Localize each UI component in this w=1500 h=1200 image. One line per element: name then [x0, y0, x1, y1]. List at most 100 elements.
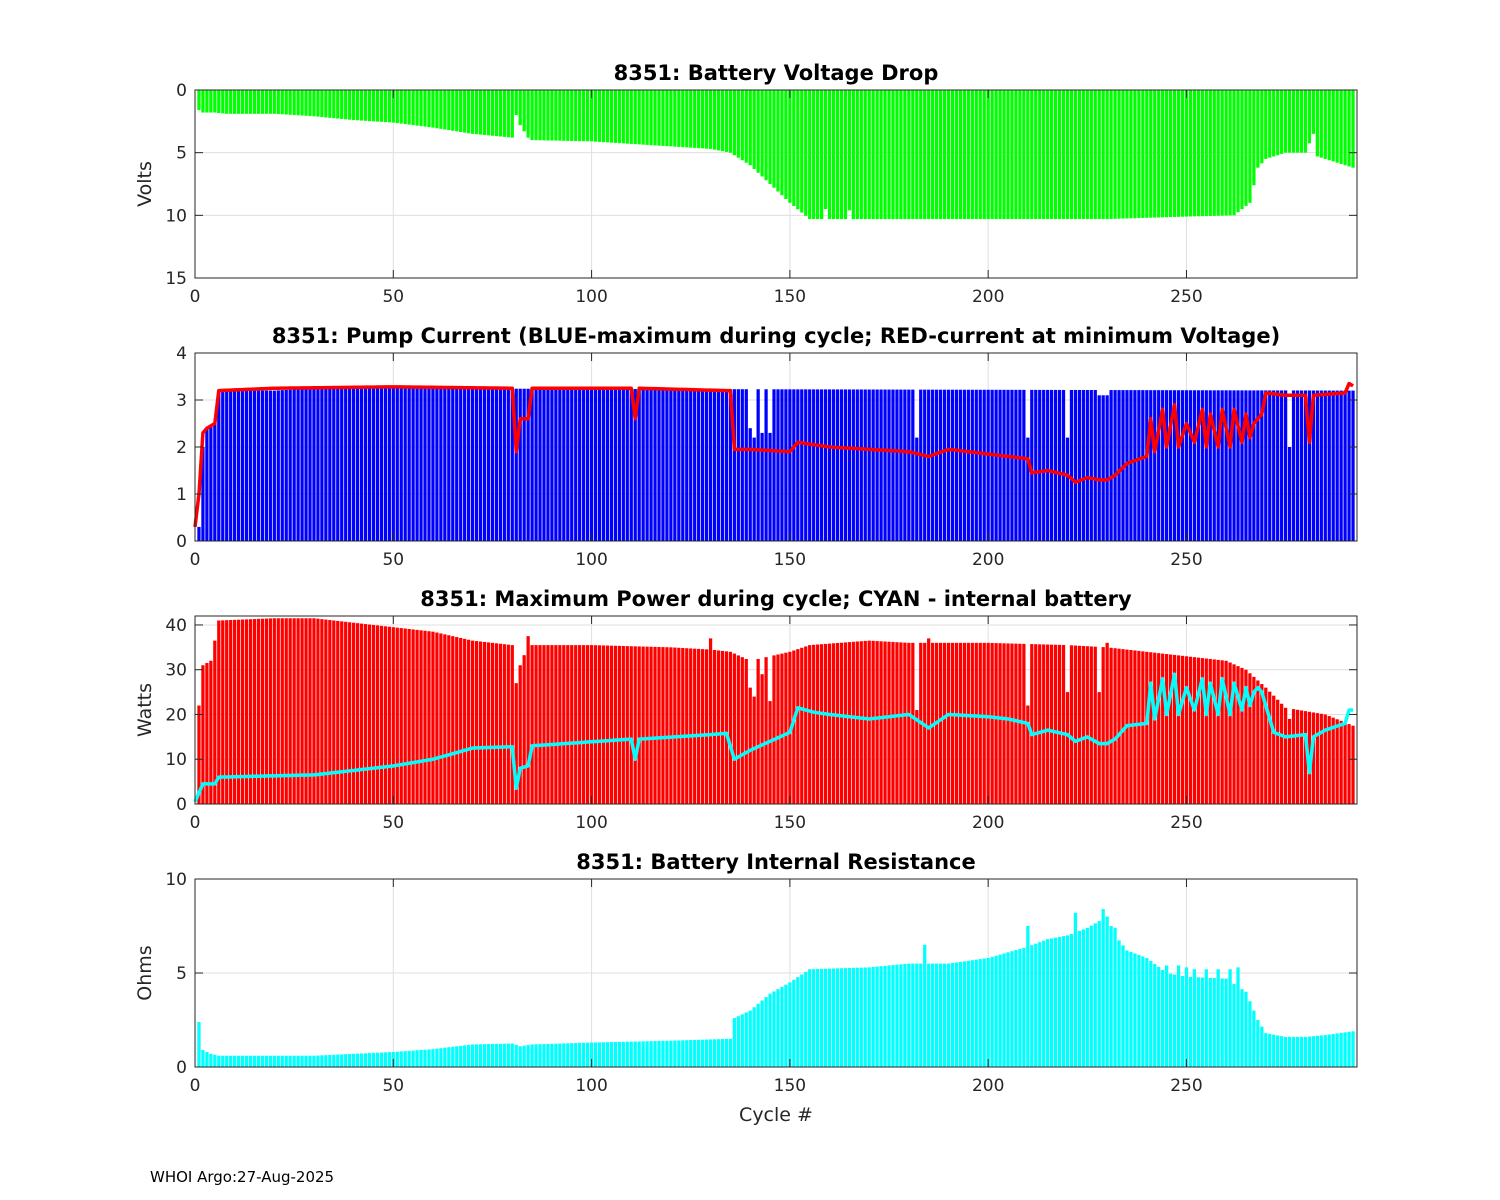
bar — [752, 437, 756, 541]
bar — [490, 388, 495, 541]
bar — [855, 389, 859, 541]
bar — [1276, 1035, 1280, 1067]
bar — [379, 625, 384, 804]
bar — [244, 90, 249, 114]
bar — [455, 637, 459, 804]
bar — [1101, 90, 1105, 220]
bar — [1184, 90, 1189, 217]
bar — [1184, 390, 1189, 541]
bar — [788, 982, 792, 1067]
y-tick-label: 20 — [165, 705, 187, 725]
bar — [891, 641, 895, 804]
bar — [463, 638, 467, 804]
bar — [1157, 966, 1161, 1067]
bar — [586, 1042, 590, 1067]
bar — [395, 1051, 399, 1067]
bar — [645, 646, 649, 804]
bar — [344, 90, 348, 120]
bar — [938, 963, 943, 1067]
bar — [363, 624, 368, 804]
bar — [1208, 390, 1212, 541]
bar — [474, 641, 479, 804]
bar — [839, 389, 844, 541]
bar — [518, 388, 522, 541]
bar — [907, 90, 911, 220]
bar — [1153, 652, 1157, 804]
bar — [891, 389, 895, 541]
bar — [463, 1045, 467, 1067]
bar — [1248, 90, 1252, 203]
bar — [1276, 699, 1280, 804]
bar — [542, 90, 546, 141]
bar — [1200, 658, 1204, 804]
bar — [558, 645, 562, 804]
bar — [324, 1055, 328, 1067]
bar — [292, 90, 296, 116]
bar — [498, 90, 502, 137]
bar — [1105, 90, 1109, 220]
bar — [1018, 389, 1022, 541]
bar — [217, 620, 221, 804]
bar — [625, 646, 629, 804]
bar — [1339, 1032, 1343, 1067]
bar — [292, 389, 296, 541]
bar — [201, 1050, 205, 1067]
bar — [1050, 938, 1054, 1067]
bar — [574, 388, 578, 541]
bar — [1168, 90, 1173, 218]
bar — [605, 90, 610, 143]
bar — [871, 90, 875, 220]
bar — [867, 90, 871, 220]
bar — [443, 1047, 447, 1067]
bar — [851, 90, 855, 220]
bar — [355, 1053, 360, 1067]
bar — [1137, 90, 1141, 219]
y-tick-label: 5 — [176, 144, 187, 164]
bar — [681, 648, 685, 804]
bar — [816, 90, 820, 220]
bar — [375, 1052, 380, 1067]
bar — [229, 1055, 233, 1067]
bar — [665, 1040, 669, 1067]
bar — [677, 647, 681, 804]
bar — [213, 640, 217, 804]
bar — [264, 90, 269, 114]
bar — [661, 90, 665, 146]
bar — [1141, 390, 1145, 541]
x-tick-label: 100 — [575, 813, 607, 833]
bar — [510, 90, 514, 138]
bar — [1208, 90, 1212, 216]
x-tick-label: 100 — [575, 287, 607, 307]
bar — [237, 619, 241, 804]
chart-title: 8351: Pump Current (BLUE-maximum during … — [272, 324, 1280, 348]
bar — [808, 969, 812, 1067]
bar — [225, 1055, 229, 1067]
bar — [954, 90, 959, 220]
bar — [792, 979, 796, 1067]
bar — [1157, 90, 1161, 218]
bar — [796, 90, 800, 210]
bar — [550, 645, 554, 804]
bar — [665, 389, 669, 541]
bar — [716, 389, 721, 541]
bar — [260, 1055, 265, 1067]
bar — [593, 90, 598, 142]
bar — [863, 90, 867, 220]
bar — [316, 388, 320, 541]
bar — [899, 642, 903, 804]
bar — [1165, 90, 1169, 218]
bar — [685, 648, 689, 804]
bar — [958, 90, 963, 220]
bar — [601, 645, 606, 804]
bar — [1268, 691, 1272, 804]
bar — [367, 90, 372, 122]
bar — [990, 90, 994, 220]
bar — [221, 620, 225, 804]
bar — [1085, 646, 1089, 804]
bar — [1089, 390, 1093, 541]
bar — [1188, 390, 1193, 541]
bar — [1030, 389, 1034, 541]
bar — [1347, 1031, 1351, 1067]
bar — [736, 389, 740, 541]
bar — [1061, 90, 1066, 220]
